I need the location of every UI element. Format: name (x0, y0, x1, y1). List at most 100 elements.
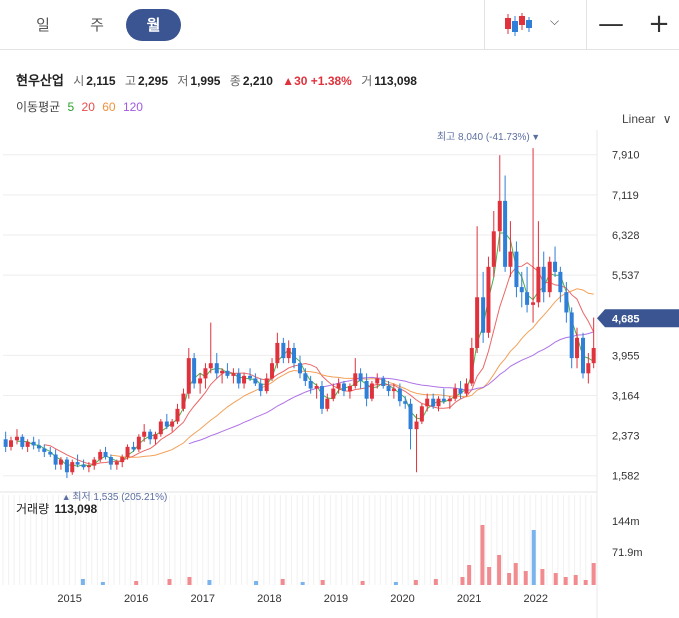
candle-body (508, 251, 513, 267)
candle-body (81, 464, 86, 468)
candle-body (386, 386, 391, 392)
candle-body (153, 434, 158, 440)
volume-tick-label: 71.9m (612, 547, 643, 559)
ma-5-line (17, 232, 594, 467)
candle-body (31, 441, 36, 446)
period-week-tab[interactable]: 주 (90, 16, 104, 34)
volume-bar (480, 525, 485, 585)
x-tick-label: 2017 (191, 593, 215, 605)
candle-body (541, 266, 546, 293)
candle-body (236, 373, 241, 384)
toolbar: 일 주 월 ⌵ — + (0, 0, 679, 50)
volume-bar (487, 567, 492, 585)
candle-body (414, 421, 419, 430)
candle-body (391, 388, 396, 392)
max-marker-icon: ▼ (531, 132, 540, 142)
candle-body (264, 378, 269, 392)
candle-body (475, 297, 480, 348)
candle-body (270, 363, 275, 379)
candle-body (497, 200, 502, 232)
candle-body (503, 200, 508, 267)
volume-bar (523, 571, 528, 585)
price-tick-label: 3,164 (612, 390, 640, 402)
candle-body (381, 378, 386, 387)
candle-body (481, 297, 486, 333)
candle-body (70, 462, 75, 473)
price-tick-label: 3,955 (612, 350, 640, 362)
candle-body (53, 454, 58, 465)
ma-120-label: 120 (122, 100, 143, 114)
x-tick-label: 2019 (324, 593, 348, 605)
moving-average-legend[interactable]: 이동평균 5 20 60 120 (16, 98, 147, 115)
volume-bar (280, 579, 285, 585)
candle-body (98, 451, 103, 460)
candle-body (242, 375, 247, 384)
candle-body (75, 462, 80, 465)
candle-body (441, 398, 446, 402)
candle-body (86, 465, 91, 468)
candle-body (469, 347, 474, 384)
candle-body (20, 436, 25, 447)
candle-body (108, 457, 113, 465)
volume-bar (254, 581, 259, 585)
ma-20-line (44, 262, 595, 465)
current-price-tag (597, 309, 679, 328)
candle-body (208, 363, 213, 369)
price-tick-label: 1,582 (612, 471, 640, 483)
candle-body (92, 459, 97, 466)
scale-label: Linear (622, 112, 656, 126)
candle-body (491, 231, 496, 267)
candle-body (14, 436, 19, 441)
candle-body (458, 388, 463, 394)
zoom-in-button[interactable]: + (648, 9, 670, 39)
candle-body (547, 261, 552, 293)
ma-title: 이동평균 (16, 100, 61, 114)
scale-selector[interactable]: Linear ∨ (622, 112, 672, 126)
min-price-annotation: 최저 1,535 (205.21%) (72, 491, 167, 503)
candle-body (564, 292, 569, 313)
candle-body (125, 446, 130, 458)
candle-body (364, 380, 369, 399)
quote-info: 현우산업 시 2,115 고 2,295 저 1,995 종 2,210 ▲30 +1.… (16, 70, 423, 89)
candle-body (142, 431, 147, 437)
min-marker-icon: ▲ (62, 492, 71, 502)
candle-body (220, 370, 225, 374)
candle-body (48, 451, 53, 455)
close-value: 2,210 (242, 74, 273, 88)
candle-body (569, 312, 574, 359)
open-label: 시 (73, 74, 85, 88)
candle-body (408, 403, 413, 430)
candle-body (519, 287, 524, 293)
candle-body (553, 261, 558, 272)
volume-bar (134, 581, 139, 585)
candle-body (114, 462, 119, 465)
chart-type-selector[interactable]: ⌵ (484, 0, 586, 50)
candle-body (36, 445, 41, 449)
candle-body (58, 459, 63, 465)
candle-body (536, 266, 541, 303)
candle-body (403, 401, 408, 404)
candle-body (358, 373, 363, 381)
x-tick-label: 2022 (523, 593, 547, 605)
volume-bar (573, 575, 578, 585)
period-month-tab[interactable]: 월 (126, 9, 181, 41)
candle-body (525, 292, 530, 305)
period-day-tab[interactable]: 일 (36, 16, 50, 34)
volume-bar (167, 579, 172, 585)
volume-bar (300, 582, 305, 585)
candle-body (514, 251, 519, 288)
zoom-out-button[interactable]: — (598, 9, 624, 39)
price-tick-label: 2,373 (612, 431, 640, 443)
candle-body (325, 398, 330, 409)
volume-bar (591, 563, 596, 585)
ma-120-line (188, 331, 594, 445)
volume-bar (80, 579, 85, 585)
volume-bar (187, 577, 192, 585)
candle-body (120, 457, 125, 463)
candle-body (397, 388, 402, 402)
volume-bar (507, 573, 512, 585)
candle-body (369, 383, 374, 399)
candle-body (3, 439, 8, 447)
